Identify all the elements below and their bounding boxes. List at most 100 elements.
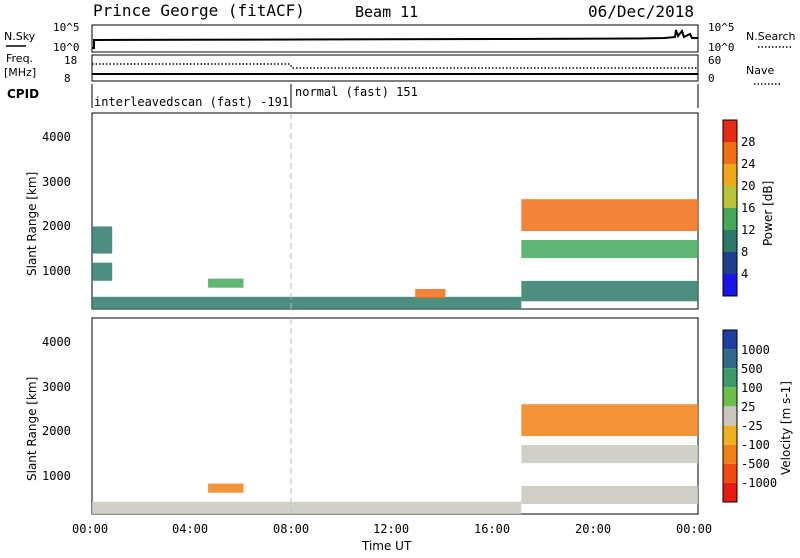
velocity-ylabel: Slant Range [km] [25, 377, 39, 481]
velocity-ytick-2000: 2000 [42, 424, 71, 438]
cpid-segment-1: interleavedscan (fast) -191 [94, 95, 289, 109]
nave-series [92, 63, 698, 69]
power-region-7 [521, 280, 699, 302]
power-region-1 [92, 226, 113, 254]
freq-tick-top: 18 [64, 54, 77, 67]
vel-cbar-tick-m500: -500 [741, 457, 770, 471]
power-cbar-tick-24: 24 [741, 157, 755, 171]
velocity-colorbar-swatch-5 [723, 425, 737, 445]
velocity-ytick-1000: 1000 [42, 469, 71, 483]
vel-cbar-tick-1000: 1000 [741, 343, 770, 357]
velocity-region-0 [208, 483, 244, 493]
beam-label: Beam 11 [355, 3, 418, 21]
nsearch-tick-top: 10^5 [708, 21, 735, 34]
velocity-colorbar-label: Velocity [m s-1] [779, 381, 793, 475]
vel-cbar-tick-m100: -100 [741, 438, 770, 452]
vel-cbar-tick-m1000: -1000 [741, 476, 777, 490]
xtick-1600: 16:00 [474, 522, 510, 536]
nsky-label: N.Sky [4, 30, 36, 43]
power-ylabel: Slant Range [km] [25, 172, 39, 276]
power-heatmap [92, 199, 699, 310]
velocity-region-4 [521, 485, 699, 504]
velocity-colorbar-swatch-7 [723, 463, 737, 483]
nsky-tick-top: 10^5 [53, 21, 80, 34]
velocity-yticks: 1000 2000 3000 4000 [42, 335, 71, 483]
power-region-4 [415, 289, 446, 299]
xtick-2000: 20:00 [575, 522, 611, 536]
power-colorbar-swatch-2 [723, 230, 737, 252]
velocity-region-1 [92, 501, 522, 515]
power-region-3 [92, 296, 522, 310]
velocity-panel: Slant Range [km] 1000 2000 3000 4000 100… [25, 317, 793, 515]
nave-tick-bottom: 0 [708, 72, 715, 85]
power-cbar-tick-12: 12 [741, 223, 755, 237]
power-colorbar-swatch-5 [723, 164, 737, 186]
velocity-ytick-4000: 4000 [42, 335, 71, 349]
freq-strip: Freq. [MHz] 18 8 60 0 Nave [4, 52, 780, 85]
power-colorbar-swatch-1 [723, 252, 737, 274]
nsky-strip: N.Sky 10^5 10^0 10^5 10^0 N.Search [4, 21, 796, 54]
cpid-strip: CPID interleavedscan (fast) -191 normal … [7, 84, 699, 109]
power-colorbar-swatch-6 [723, 142, 737, 164]
power-region-5 [521, 199, 699, 231]
velocity-colorbar-swatch-1 [723, 349, 737, 369]
station-title: Prince George (fitACF) [93, 1, 305, 20]
power-region-2 [208, 278, 244, 288]
power-colorbar-swatch-0 [723, 274, 737, 296]
freq-label-bottom: [MHz] [4, 66, 36, 79]
velocity-colorbar-swatch-6 [723, 444, 737, 464]
nave-tick-top: 60 [708, 54, 721, 67]
power-panel: Slant Range [km] 1000 2000 3000 4000 4 8… [25, 112, 775, 310]
date-label: 06/Dec/2018 [588, 2, 694, 21]
power-ytick-2000: 2000 [42, 219, 71, 233]
nsearch-tick-bottom: 10^0 [708, 41, 735, 54]
power-colorbar [723, 120, 737, 296]
power-ytick-3000: 3000 [42, 175, 71, 189]
velocity-colorbar [723, 330, 737, 502]
power-cbar-tick-20: 20 [741, 179, 755, 193]
velocity-colorbar-swatch-8 [723, 482, 737, 502]
power-colorbar-ticks: 4 8 12 16 20 24 28 [741, 135, 755, 281]
nsky-tick-bottom: 10^0 [53, 41, 80, 54]
velocity-region-2 [521, 404, 699, 436]
cpid-label: CPID [7, 87, 39, 101]
power-colorbar-swatch-7 [723, 120, 737, 142]
vel-cbar-tick-500: 500 [741, 362, 763, 376]
nsky-series [92, 28, 698, 49]
velocity-colorbar-swatch-2 [723, 368, 737, 388]
power-cbar-tick-4: 4 [741, 267, 748, 281]
vel-cbar-tick-25: 25 [741, 400, 755, 414]
power-ytick-4000: 4000 [42, 130, 71, 144]
xtick-0800: 08:00 [273, 522, 309, 536]
freq-tick-bottom: 8 [64, 72, 71, 85]
x-axis-label: Time UT [361, 539, 412, 553]
power-cbar-tick-16: 16 [741, 201, 755, 215]
xtick-1200: 12:00 [373, 522, 409, 536]
power-colorbar-swatch-4 [723, 186, 737, 208]
velocity-heatmap [92, 404, 699, 515]
velocity-colorbar-swatch-4 [723, 406, 737, 426]
freq-label-top: Freq. [6, 52, 33, 65]
power-region-6 [521, 240, 699, 259]
velocity-colorbar-swatch-3 [723, 387, 737, 407]
vel-cbar-tick-100: 100 [741, 381, 763, 395]
cpid-segment-2: normal (fast) 151 [295, 85, 418, 99]
power-cbar-tick-8: 8 [741, 245, 748, 259]
power-cbar-tick-28: 28 [741, 135, 755, 149]
vel-cbar-tick-m25: -25 [741, 419, 763, 433]
power-ytick-1000: 1000 [42, 264, 71, 278]
power-colorbar-swatch-3 [723, 208, 737, 230]
nave-label: Nave [746, 64, 774, 77]
velocity-ytick-3000: 3000 [42, 380, 71, 394]
velocity-region-3 [521, 445, 699, 464]
x-axis: 00:00 04:00 08:00 12:00 16:00 20:00 00:0… [72, 522, 712, 553]
power-colorbar-label: Power [dB] [761, 181, 775, 246]
xtick-0400: 04:00 [172, 522, 208, 536]
xtick-0000-end: 00:00 [676, 522, 712, 536]
nsearch-label: N.Search [746, 30, 796, 43]
power-yticks: 1000 2000 3000 4000 [42, 130, 71, 278]
velocity-colorbar-swatch-0 [723, 330, 737, 350]
xtick-0000: 00:00 [72, 522, 108, 536]
velocity-colorbar-ticks: 1000 500 100 25 -25 -100 -500 -1000 [741, 343, 777, 490]
